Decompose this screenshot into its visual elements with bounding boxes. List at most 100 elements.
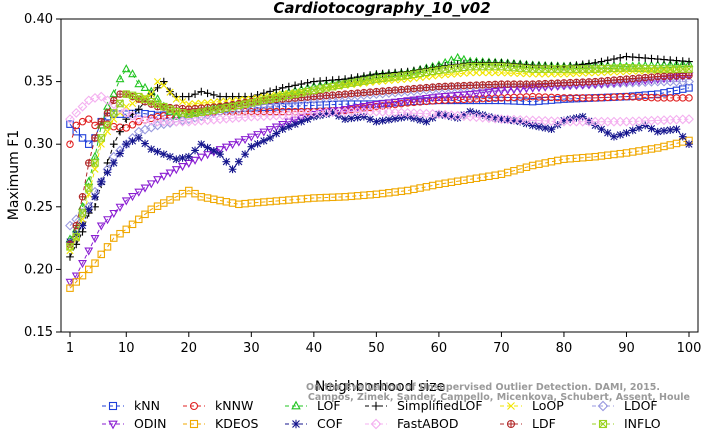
data-point-asterisk xyxy=(153,147,162,156)
data-point-square-x-cross xyxy=(485,62,493,71)
data-point-square-x-cross xyxy=(266,95,274,103)
data-point-asterisk xyxy=(209,147,218,155)
data-point-circle-plus-cross xyxy=(341,90,349,98)
data-point-square-x-cross xyxy=(660,65,668,73)
legend-item-fastabod: FastABOD xyxy=(365,416,459,431)
data-point-plus xyxy=(578,60,587,69)
data-point-circle-plus-cross xyxy=(617,76,624,83)
data-point-circle xyxy=(189,401,199,411)
data-point-square-x-cross xyxy=(516,64,524,72)
data-point-x xyxy=(147,90,155,98)
data-point-square xyxy=(135,215,143,224)
data-point-triangle-down xyxy=(159,172,169,181)
data-point-plus xyxy=(203,89,212,98)
data-point-circle-plus-cross xyxy=(454,82,461,90)
data-point-circle-plus-cross xyxy=(466,82,474,89)
data-point-circle-plus-cross xyxy=(535,80,543,88)
data-point-square-x-cross xyxy=(447,65,455,73)
data-point-triangle-down xyxy=(446,92,456,101)
data-point-triangle-down xyxy=(484,88,494,97)
data-point-square-x-cross xyxy=(679,65,687,73)
data-point-x xyxy=(497,69,506,77)
data-point-triangle-down xyxy=(453,92,463,101)
data-point-circle xyxy=(85,115,93,123)
data-point-circle-plus-cross xyxy=(491,81,499,88)
data-point-asterisk xyxy=(322,110,331,118)
data-point-square-x-cross xyxy=(78,209,87,217)
data-point-square-x xyxy=(116,99,124,108)
data-point-triangle-up xyxy=(315,80,325,89)
data-point-square-x xyxy=(110,109,118,117)
data-point-triangle-down xyxy=(471,90,481,99)
data-point-diamond xyxy=(421,108,432,119)
legend-item-simplifiedlof: SimplifiedLOF xyxy=(365,398,483,413)
data-point-plus xyxy=(197,87,206,96)
legend-label: LoOP xyxy=(532,398,564,413)
data-point-square-x-cross xyxy=(228,103,237,111)
data-point-triangle-down xyxy=(234,138,244,147)
data-point-triangle-up xyxy=(309,81,319,90)
data-point-square-x xyxy=(97,134,106,142)
data-point-triangle-down xyxy=(490,88,500,97)
x-tick-label: 40 xyxy=(306,341,323,356)
data-point-diamond xyxy=(465,111,476,122)
series-kdeos xyxy=(66,136,693,292)
legend-label: FastABOD xyxy=(397,416,459,431)
data-point-square-x-cross xyxy=(547,65,556,73)
data-point-x xyxy=(472,69,481,77)
data-point-diamond xyxy=(433,109,444,120)
data-point-diamond xyxy=(546,116,557,127)
data-point-asterisk xyxy=(678,132,687,141)
data-point-circle-plus-cross xyxy=(623,75,630,83)
data-point-asterisk xyxy=(316,111,324,120)
data-point-diamond xyxy=(140,115,150,125)
series-knnw xyxy=(66,92,693,148)
data-point-square xyxy=(72,278,81,286)
data-point-diamond xyxy=(477,112,488,123)
data-point-square-x-cross xyxy=(347,79,355,87)
data-point-asterisk xyxy=(109,159,118,167)
data-point-diamond xyxy=(383,107,394,118)
data-point-triangle-down xyxy=(228,141,238,150)
data-point-diamond xyxy=(483,113,494,124)
data-point-triangle-down xyxy=(215,146,225,155)
data-point-square-x-cross xyxy=(291,90,299,98)
data-point-asterisk xyxy=(72,230,81,239)
data-point-triangle-down xyxy=(265,126,275,135)
data-point-triangle-down xyxy=(115,203,125,212)
data-point-square-x-cross xyxy=(116,99,124,108)
data-point-plus xyxy=(153,84,162,92)
data-point-square xyxy=(141,210,149,219)
data-point-circle-plus-cross xyxy=(554,79,561,87)
data-point-triangle-up xyxy=(678,59,688,68)
data-point-square-x-cross xyxy=(103,121,112,130)
y-tick-label: 0.20 xyxy=(24,262,53,277)
data-point-diamond xyxy=(402,107,413,118)
data-point-square-x-cross xyxy=(622,64,631,72)
data-point-x xyxy=(178,98,187,106)
data-point-square-x xyxy=(598,419,608,429)
data-point-circle-plus-cross xyxy=(298,94,305,101)
y-tick-label: 0.25 xyxy=(24,200,53,215)
data-point-x xyxy=(507,402,515,410)
data-point-square-x-cross xyxy=(491,62,499,71)
data-point-square-x-cross xyxy=(72,233,80,241)
data-point-square-x-cross xyxy=(272,94,280,102)
data-point-triangle-down xyxy=(178,163,187,172)
legend-label: INFLO xyxy=(624,416,661,431)
data-point-square-x-cross xyxy=(560,65,568,73)
data-point-circle xyxy=(122,124,131,132)
data-point-triangle-down xyxy=(196,153,206,162)
data-point-x xyxy=(128,99,137,108)
data-point-asterisk xyxy=(103,168,112,177)
data-point-square-x-cross xyxy=(410,70,418,78)
data-point-asterisk xyxy=(134,134,143,142)
data-point-asterisk xyxy=(259,137,268,145)
data-point-x xyxy=(354,80,362,88)
data-point-square-x-cross xyxy=(672,65,681,73)
data-point-x xyxy=(166,88,174,96)
data-point-circle-plus-cross xyxy=(441,83,449,90)
data-point-square-x-cross xyxy=(285,91,293,99)
data-point-square-x-cross xyxy=(329,83,337,91)
data-point-circle-plus-cross xyxy=(316,92,324,100)
